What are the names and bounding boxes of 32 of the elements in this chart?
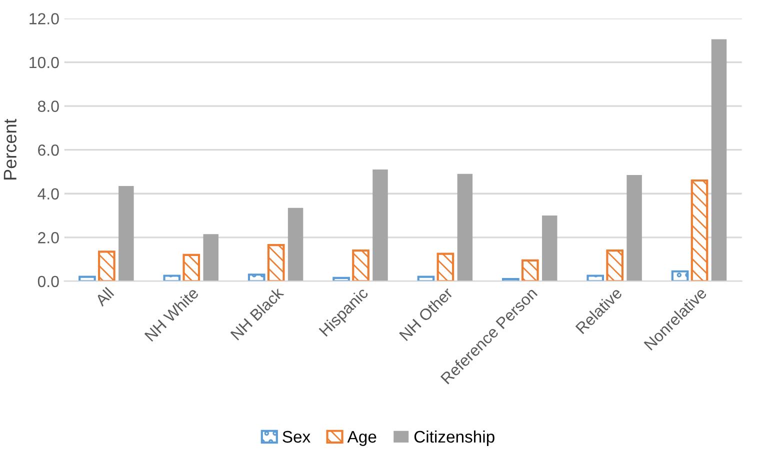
legend-label: Citizenship xyxy=(414,430,494,446)
y-tick-label: 6.0 xyxy=(38,144,59,156)
bar xyxy=(352,250,370,282)
bar xyxy=(248,274,266,282)
y-tick-label: 10.0 xyxy=(30,56,59,68)
bar xyxy=(457,174,473,282)
bar xyxy=(372,170,388,282)
bar xyxy=(711,39,727,282)
y-tick-label: 8.0 xyxy=(38,100,59,112)
y-tick-label: 4.0 xyxy=(38,188,59,200)
bar xyxy=(586,274,604,282)
bar xyxy=(163,274,181,282)
bar xyxy=(671,270,689,282)
y-axis-title: Percent xyxy=(4,118,16,180)
bar xyxy=(521,259,539,282)
y-tick-label: 0.0 xyxy=(38,276,59,288)
bar xyxy=(626,175,642,282)
bar xyxy=(288,208,304,282)
legend-label: Age xyxy=(347,431,376,446)
bar xyxy=(182,254,200,282)
bar xyxy=(690,179,708,282)
bar xyxy=(267,244,285,282)
y-tick-label: 12.0 xyxy=(30,13,59,24)
legend-label: Sex xyxy=(282,430,310,443)
bar xyxy=(203,234,218,282)
bar xyxy=(436,252,454,282)
x-tick-label: All xyxy=(94,286,114,307)
bar xyxy=(606,250,624,282)
bar xyxy=(118,186,134,282)
bar xyxy=(542,216,558,282)
bar xyxy=(98,250,116,282)
y-tick-label: 2.0 xyxy=(38,232,59,244)
